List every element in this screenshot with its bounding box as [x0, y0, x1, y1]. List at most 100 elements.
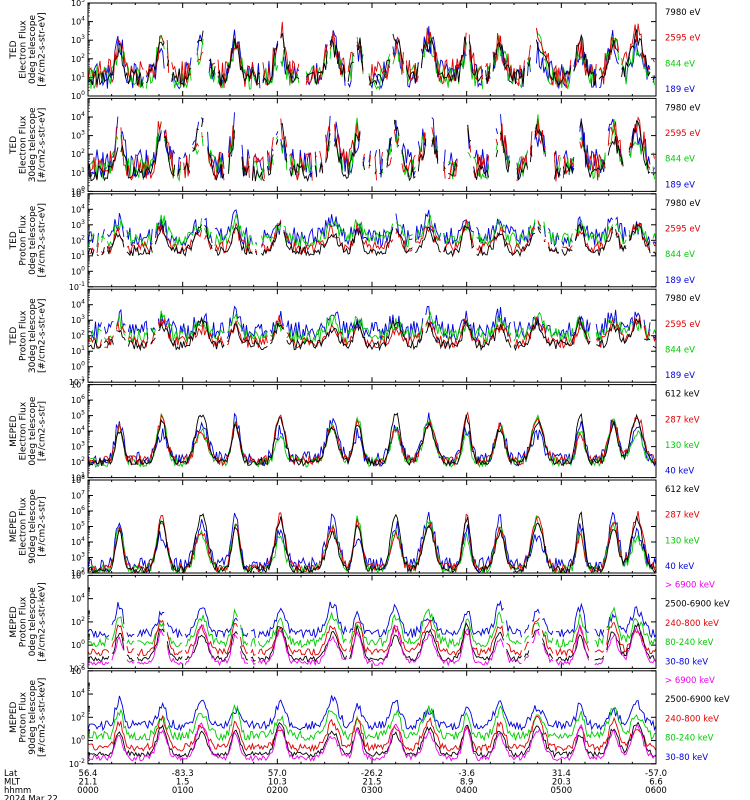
series-line	[88, 511, 656, 573]
legend-entry: 80-240 keV	[665, 638, 714, 648]
y-tick-label: 104	[71, 203, 85, 214]
y-tick-label: 107	[71, 490, 85, 501]
legend-entry: 30-80 keV	[665, 753, 708, 763]
panel-ylabel: MEPEDProton Flux0deg telescope[#/cm2-s-s…	[9, 582, 48, 661]
panel-series	[88, 411, 656, 468]
y-tick-label: 104	[71, 299, 85, 310]
series-line	[88, 617, 656, 658]
series-line	[88, 695, 656, 732]
series-line	[88, 315, 656, 352]
panel-8: 10-2 100 102 104 106 MEPEDProton Flux90deg te…	[9, 665, 730, 769]
time-row-value: -3.6	[458, 769, 475, 779]
legend-entry: 189 eV	[665, 85, 695, 95]
time-row-value: 0600	[645, 786, 667, 796]
time-row-value: 31.4	[552, 769, 571, 779]
y-tick-label: 105	[71, 410, 85, 421]
panel-3: 10-1 100 101 102 103 104 105 TEDProton Flux0deg…	[9, 188, 701, 292]
time-row-value: 0500	[551, 786, 573, 796]
series-line	[88, 606, 656, 649]
legend-entry: 130 keV	[665, 441, 700, 451]
panel-series	[88, 695, 656, 762]
legend-entry: 7980 eV	[665, 199, 701, 209]
y-tick-label: 100	[71, 735, 85, 746]
series-line	[88, 118, 655, 183]
time-axis-date: 2024 Mar 22	[4, 795, 58, 800]
time-row-value: 0200	[267, 786, 289, 796]
time-row-value: 0100	[172, 786, 194, 796]
legend-entry: 189 eV	[665, 180, 695, 190]
y-tick-label: 101	[71, 167, 85, 178]
y-tick-label: 100	[71, 265, 85, 276]
y-tick-label: 100	[71, 90, 85, 101]
y-tick-label: 102	[71, 330, 85, 341]
y-tick-label: 10-2	[69, 758, 85, 769]
legend-entry: 40 keV	[665, 562, 694, 572]
legend-entry: 844 eV	[665, 155, 695, 165]
time-row-value: 8.9	[460, 778, 474, 788]
series-line	[88, 703, 656, 742]
panel-series	[88, 599, 656, 667]
legend-entry: 189 eV	[665, 371, 695, 381]
y-tick-label: 103	[71, 219, 85, 230]
y-tick-label: 104	[71, 425, 85, 436]
y-tick-label: 103	[71, 130, 85, 141]
time-row-value: 0000	[77, 786, 99, 796]
y-tick-label: 10-2	[69, 662, 85, 673]
series-line	[88, 714, 656, 753]
legend-entry: 287 keV	[665, 511, 700, 521]
y-tick-label: 106	[71, 569, 85, 580]
time-axis-labels: Lat 56.4 -83.3 57.0 -26.2 -3.6 31.4 -57.0 MLT 21.…	[4, 769, 667, 800]
legend-entry: 2595 eV	[665, 224, 701, 234]
series-line	[88, 29, 655, 88]
y-tick-label: 104	[71, 16, 85, 27]
time-row-value: -83.3	[172, 769, 194, 779]
series-line	[88, 412, 656, 467]
series-line	[88, 722, 656, 762]
y-tick-label: 103	[71, 441, 85, 452]
panel-stack: 100 101 102 103 104 105 TEDElectron Flux0deg t…	[9, 0, 730, 769]
time-row-value: 0400	[456, 786, 478, 796]
time-row-value: 10.3	[268, 778, 287, 788]
y-tick-label: 10-1	[69, 281, 85, 292]
y-tick-label: 104	[71, 593, 85, 604]
y-tick-label: 102	[71, 53, 85, 64]
legend-entry: 844 eV	[665, 346, 695, 356]
legend-entry: 287 keV	[665, 415, 700, 425]
time-row-value: 1.5	[176, 778, 190, 788]
y-tick-label: 105	[71, 0, 85, 8]
y-tick-label: 101	[71, 71, 85, 82]
legend-entry: 30-80 keV	[665, 657, 708, 667]
time-row-label: Lat	[4, 769, 18, 779]
legend-entry: 612 keV	[665, 390, 700, 400]
panel-ylabel: MEPEDProton Flux90deg telescope[#/cm2-s-…	[9, 678, 48, 757]
legend-entry: 2595 eV	[665, 129, 701, 139]
y-tick-label: 102	[71, 616, 85, 627]
legend-entry: 844 eV	[665, 250, 695, 260]
y-tick-label: 102	[71, 234, 85, 245]
panel-ylabel: TEDProton Flux30deg telescope[#/cm2-s-st…	[9, 298, 48, 373]
panel-ylabel: TEDElectron Flux30deg telescope[#/cm2-s-…	[9, 107, 48, 182]
y-tick-label: 101	[71, 345, 85, 356]
panel-series	[88, 112, 655, 183]
panel-1: 100 101 102 103 104 105 TEDElectron Flux0deg t…	[9, 0, 701, 101]
y-tick-label: 108	[71, 474, 85, 485]
y-tick-label: 104	[71, 111, 85, 122]
series-line	[88, 222, 656, 258]
time-row-value: 57.0	[268, 769, 287, 779]
panel-series	[88, 305, 656, 352]
series-line	[88, 599, 656, 640]
legend-entry: 130 keV	[665, 536, 700, 546]
series-line	[88, 412, 656, 468]
y-tick-label: 100	[71, 639, 85, 650]
series-line	[88, 623, 656, 667]
y-tick-label: 105	[71, 521, 85, 532]
legend-entry: 240-800 keV	[665, 619, 719, 629]
y-tick-label: 105	[71, 188, 85, 199]
panel-ylabel: MEPEDElectron Flux0deg telescope[#/cm2-s…	[9, 396, 48, 466]
time-row-value: 56.4	[79, 769, 98, 779]
time-row-value: -57.0	[645, 769, 667, 779]
legend-entry: 2500-6900 keV	[665, 600, 730, 610]
y-tick-label: 103	[71, 552, 85, 563]
legend-entry: 612 keV	[665, 485, 700, 495]
legend-entry: 2500-6900 keV	[665, 695, 730, 705]
